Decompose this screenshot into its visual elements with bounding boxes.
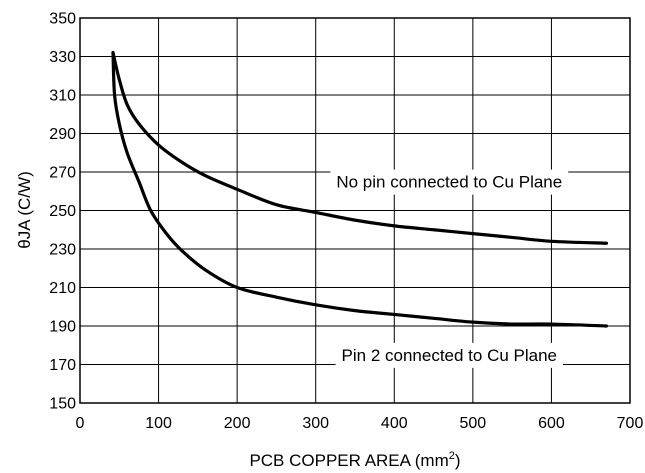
y-tick-label: 190	[49, 319, 76, 336]
y-tick-label: 250	[49, 203, 76, 220]
series-lines	[111, 51, 609, 328]
y-axis-title: θJA (C/W)	[15, 171, 34, 248]
x-axis-title-superscript: 2	[449, 450, 455, 462]
x-tick-label: 500	[460, 415, 487, 432]
y-tick-label: 230	[49, 242, 76, 259]
x-tick-label: 600	[538, 415, 565, 432]
annotations: No pin connected to Cu Plane Pin 2 connec…	[330, 169, 569, 368]
x-axis-title-main: PCB COPPER AREA (mm	[249, 451, 448, 470]
annotation-background	[335, 342, 564, 368]
y-tick-label: 310	[49, 88, 76, 105]
x-tick-label: 200	[224, 415, 251, 432]
x-tick-label: 700	[617, 415, 644, 432]
tick-labels: 0 100 200 300 400 500 600 700 150 170 190 210 230 250…	[49, 11, 643, 433]
x-tick-label: 0	[76, 415, 85, 432]
x-tick-label: 400	[381, 415, 408, 432]
series-line-pin-2	[111, 51, 609, 328]
y-tick-label: 330	[49, 49, 76, 66]
x-tick-label: 100	[145, 415, 172, 432]
x-axis-title: PCB COPPER AREA (mm2)	[249, 450, 460, 470]
y-tick-label: 350	[49, 11, 76, 28]
annotation-text: Pin 2 connected to Cu Plane	[342, 346, 557, 365]
annotation-background	[330, 169, 569, 195]
annotation-text: No pin connected to Cu Plane	[336, 173, 562, 192]
annotation-label: No pin connected to Cu Plane	[330, 169, 569, 195]
annotation-label: Pin 2 connected to Cu Plane	[335, 342, 564, 368]
y-tick-label: 150	[49, 396, 76, 413]
x-tick-label: 300	[302, 415, 329, 432]
y-tick-label: 210	[49, 280, 76, 297]
y-tick-label: 270	[49, 165, 76, 182]
y-tick-label: 290	[49, 126, 76, 143]
y-tick-label: 170	[49, 357, 76, 374]
x-axis-title-suffix: )	[455, 451, 461, 470]
series-line-no-pin	[111, 51, 609, 245]
